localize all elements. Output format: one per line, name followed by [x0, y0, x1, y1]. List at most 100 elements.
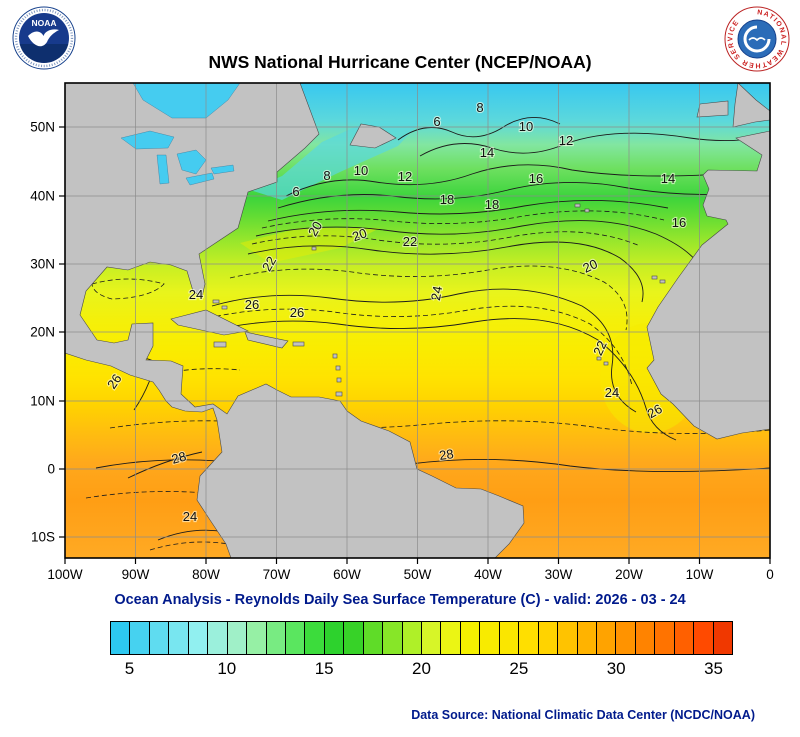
lake-ontario [210, 164, 235, 175]
nws-logo: NATIONAL WEATHER SERVICE [724, 6, 790, 77]
colorbar-cell [247, 622, 267, 654]
contour-label: 6 [433, 114, 440, 129]
contour-value-labels: 6 8 10 12 14 16 6 8 10 12 14 16 18 18 20 20 22 22 24 26 26 24… [103, 99, 687, 525]
contour-label: 10 [519, 119, 533, 134]
contour-label: 28 [438, 446, 454, 463]
ireland [696, 100, 729, 118]
colorbar-cell [363, 622, 384, 654]
lesser-antilles [336, 377, 342, 383]
y-tick-label: 10N [30, 394, 55, 409]
colorbar-cell [208, 622, 228, 654]
bird-icon [748, 37, 766, 42]
axis-labels: 100W 90W 80W 70W 60W 50W 40W 30W 20W 10W 0 50N 40N 30… [30, 120, 774, 583]
seagull-icon [28, 29, 59, 47]
x-tick-label: 20W [615, 567, 643, 582]
axis-ticks [59, 126, 771, 564]
bermuda [311, 246, 317, 251]
contour-label: 12 [398, 169, 412, 184]
cuba [170, 309, 249, 336]
colorbar-cell [441, 622, 461, 654]
canary-islands [659, 279, 666, 284]
trinidad [335, 391, 343, 397]
colorbar-cell [227, 622, 248, 654]
contour-label: 8 [323, 168, 330, 183]
bahamas [221, 305, 228, 310]
noaa-logo-label: NOAA [31, 18, 56, 28]
page-title: NWS National Hurricane Center (NCEP/NOAA… [208, 52, 592, 72]
colorbar-cell [674, 622, 695, 654]
colorbar-cell [460, 622, 481, 654]
colorbar-cell [130, 622, 150, 654]
colorbar-cell [480, 622, 500, 654]
y-tick-label: 10S [31, 530, 55, 545]
analysis-caption: Ocean Analysis - Reynolds Daily Sea Surf… [114, 592, 686, 608]
colorbar-cell [305, 622, 325, 654]
cape-verde [603, 361, 609, 366]
contour-label: 12 [559, 133, 573, 148]
colorbar-cell [519, 622, 539, 654]
hurricane-swirl-icon [743, 25, 771, 53]
colorbar-cell [422, 622, 442, 654]
noaa-logo: NOAA [12, 6, 76, 75]
colorbar-tick-label: 20 [412, 659, 431, 678]
colorbar-tick-label: 30 [606, 659, 626, 678]
isotherm-contours [85, 117, 770, 551]
colorbar-tick-labels: 5 10 15 20 25 30 35 [110, 659, 733, 683]
colorbar-cell [538, 622, 559, 654]
contour-label: 18 [485, 197, 499, 212]
colorbar-cells [110, 621, 733, 655]
colorbar-tick-label: 25 [509, 659, 529, 678]
x-tick-label: 40W [474, 567, 502, 582]
jamaica [213, 341, 227, 348]
x-tick-label: 30W [545, 567, 573, 582]
y-tick-label: 40N [30, 189, 55, 204]
contour-label: 16 [529, 171, 543, 186]
canary-islands [651, 275, 658, 280]
contour-label: 26 [245, 297, 259, 312]
colorbar-cell [558, 622, 578, 654]
britain [732, 83, 770, 128]
colorbar-cell [188, 622, 209, 654]
contour-label: 24 [183, 509, 197, 524]
contour-label: 8 [476, 100, 483, 115]
colorbar-cell [596, 622, 617, 654]
contour-label: 22 [590, 338, 610, 357]
colorbar-cell [285, 622, 306, 654]
europe-africa-landmass [646, 130, 770, 440]
bahamas [212, 299, 220, 304]
x-tick-label: 10W [686, 567, 714, 582]
contour-label: 14 [480, 145, 494, 160]
colorbar-cell [344, 622, 364, 654]
colorbar-cell [149, 622, 170, 654]
y-tick-label: 50N [30, 120, 55, 135]
y-tick-label: 0 [47, 462, 55, 477]
x-tick-label: 60W [333, 567, 361, 582]
contour-label: 14 [661, 171, 675, 186]
noaa-ring-text-icon [14, 8, 74, 68]
x-tick-label: 90W [122, 567, 150, 582]
lesser-antilles [332, 353, 338, 359]
americas-landmass [65, 83, 525, 558]
contour-label: 22 [403, 234, 417, 249]
colorbar-cell [616, 622, 636, 654]
azores [574, 203, 581, 208]
data-source-note: Data Source: National Climatic Data Cent… [411, 708, 755, 722]
y-tick-label: 30N [30, 257, 55, 272]
colorbar-tick-label: 35 [704, 659, 723, 678]
colorbar-cell [169, 622, 189, 654]
x-tick-label: 70W [263, 567, 291, 582]
temperature-colorbar: 5 10 15 20 25 30 35 [110, 621, 733, 683]
contour-label: 18 [440, 192, 454, 207]
contour-label: 28 [170, 449, 188, 467]
x-tick-label: 0 [766, 567, 774, 582]
cape-verde [596, 356, 602, 361]
azores [584, 208, 590, 213]
colorbar-cell [713, 622, 732, 654]
gulf-stream-warm-tongue [240, 228, 380, 263]
x-tick-label: 50W [404, 567, 432, 582]
landmasses [65, 83, 770, 558]
lake-huron [176, 149, 207, 175]
colorbar-cell [383, 622, 403, 654]
map-frame [64, 82, 771, 559]
contour-label: 24 [189, 287, 203, 302]
